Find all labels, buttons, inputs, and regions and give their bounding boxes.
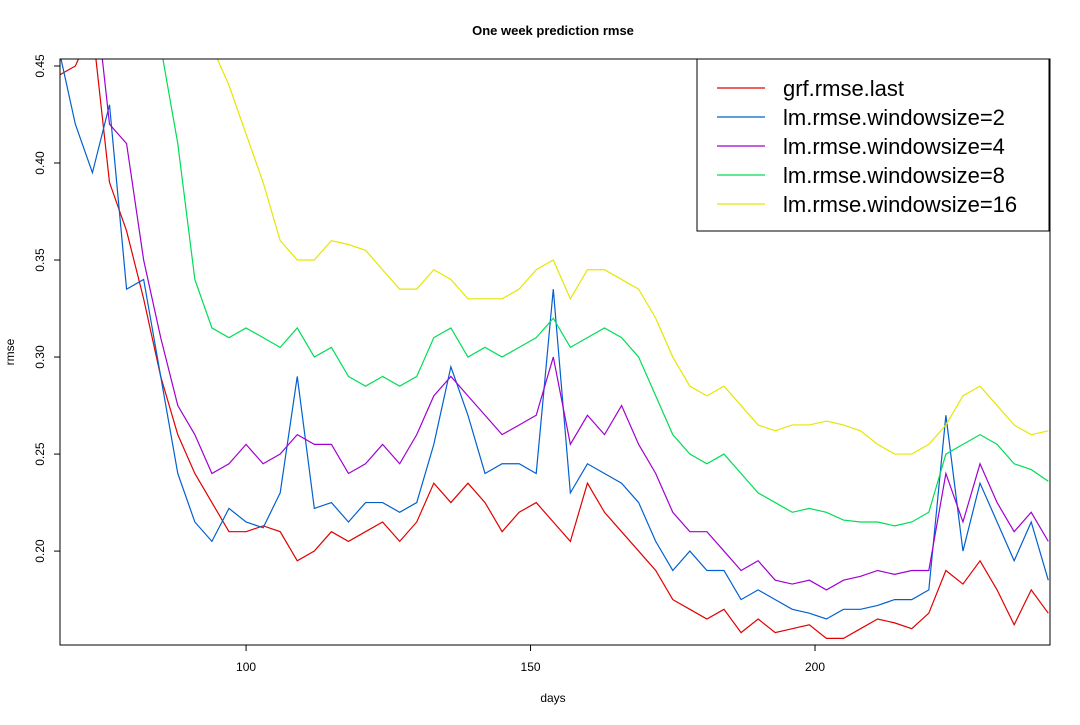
legend-label: lm.rmse.windowsize=2: [783, 105, 1005, 130]
series-line: [101, 59, 1049, 591]
y-tick-label: 0.25: [33, 442, 47, 466]
legend-label: lm.rmse.windowsize=4: [783, 134, 1005, 159]
y-tick-label: 0.35: [33, 248, 47, 272]
x-axis-label: days: [540, 691, 565, 705]
legend-label: lm.rmse.windowsize=8: [783, 163, 1005, 188]
y-axis-label: rmse: [3, 338, 17, 365]
series-line: [60, 59, 1049, 639]
chart-title: One week prediction rmse: [472, 23, 634, 38]
series-line: [60, 59, 1049, 620]
x-tick-label: 100: [236, 660, 256, 674]
plot-frame: [59, 58, 1051, 646]
series-line: [162, 59, 1049, 527]
x-tick-label: 200: [805, 660, 825, 674]
y-tick-label: 0.45: [33, 54, 47, 78]
y-tick-label: 0.20: [33, 539, 47, 563]
x-tick-label: 150: [521, 660, 541, 674]
series-line: [216, 59, 1049, 455]
legend-label: lm.rmse.windowsize=16: [783, 192, 1017, 217]
y-tick-label: 0.40: [33, 151, 47, 175]
legend-label: grf.rmse.last: [783, 76, 904, 101]
y-tick-label: 0.30: [33, 345, 47, 369]
legend-box: [696, 58, 1050, 232]
plot-lines: [60, 59, 1049, 639]
